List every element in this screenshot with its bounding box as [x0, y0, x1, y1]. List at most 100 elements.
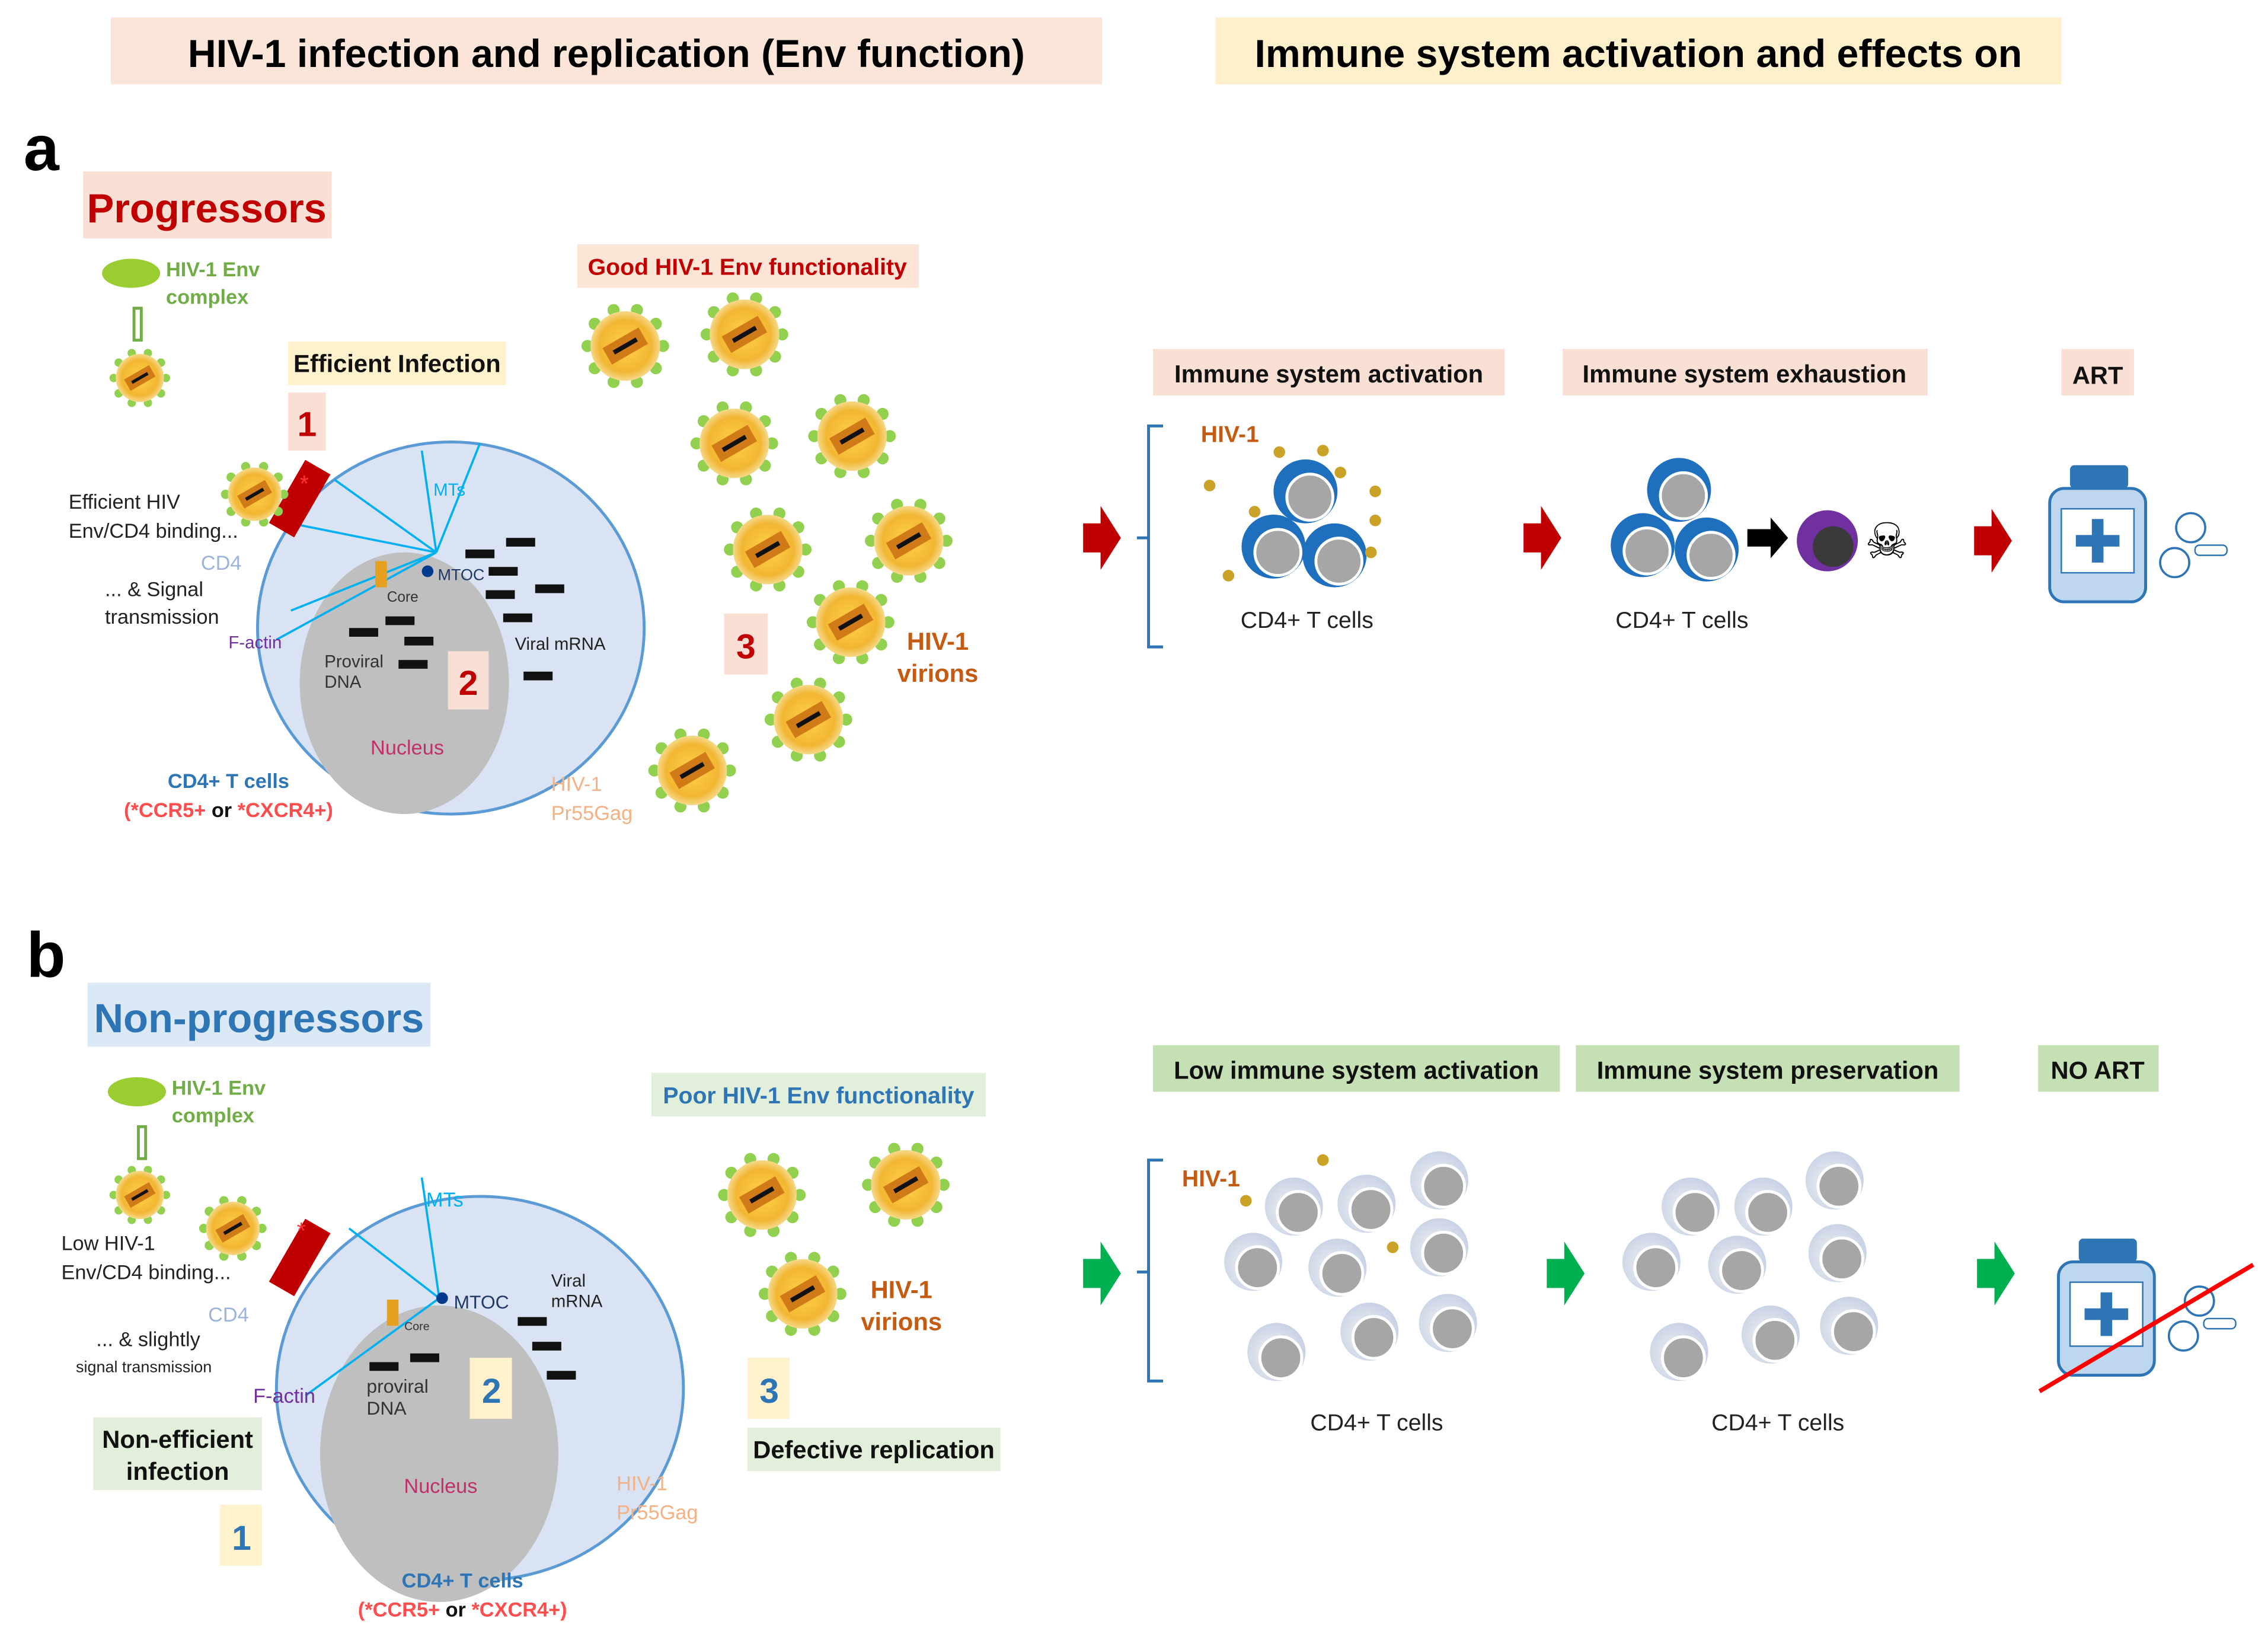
- hiv-particle-icon: [1365, 546, 1377, 559]
- virion-icon: [808, 394, 896, 478]
- arrow-right-icon: [1974, 509, 2012, 573]
- step3-badge-b: [747, 1358, 790, 1419]
- arrow-right-icon: [1547, 1241, 1585, 1306]
- step3-number: 3: [736, 628, 756, 666]
- mtoc-label: MTOC: [438, 566, 485, 583]
- signal-label: ... & Signal transmission: [105, 578, 219, 628]
- virion-icon: [648, 728, 736, 813]
- mrna-icons-a: [349, 538, 564, 681]
- env-complex-label-b: HIV-1 Env complex: [172, 1077, 266, 1127]
- coreceptor-label-a: (*CCR5+ or *CXCR4+): [124, 799, 333, 822]
- virion-icon: [690, 401, 778, 486]
- defective-replication-box: [747, 1427, 1001, 1472]
- nucleus-label-b: Nucleus: [404, 1475, 477, 1498]
- hiv-particle-icon: [1369, 514, 1381, 526]
- preservation-box: [1576, 1045, 1960, 1092]
- cd4-t-cell-icon: [1647, 458, 1711, 522]
- cells-label-a2: CD4+ T cells: [1615, 607, 1748, 633]
- cells-label-b2: CD4+ T cells: [1711, 1410, 1844, 1436]
- coreceptor-label-b: (*CCR5+ or *CXCR4+): [358, 1599, 567, 1622]
- hiv-particle-icon: [1222, 570, 1235, 582]
- cd4-t-cell-icon: [1410, 1151, 1468, 1210]
- cd4-t-cell-icon: [1241, 514, 1306, 579]
- immune-activation-box: [1152, 349, 1505, 395]
- virion-icon: [764, 677, 852, 762]
- efficient-infection-box: [288, 342, 506, 385]
- signal-label-b: ... & slightly signal transmission: [76, 1329, 212, 1376]
- medicine-bottle-icon: [2056, 1239, 2156, 1377]
- cd4-t-cell-icon: [1247, 1323, 1306, 1381]
- mtoc-dot: [421, 565, 434, 577]
- immune-exhaustion-label: Immune system exhaustion: [1583, 360, 1907, 388]
- virion-icon: [581, 304, 669, 388]
- core-icon: [375, 561, 387, 588]
- proviral-dna-label-b: proviral DNA: [366, 1376, 428, 1419]
- step3-badge: [724, 613, 768, 675]
- hiv-particle-icon: [1248, 506, 1261, 518]
- bracket-b: [1136, 1159, 1164, 1383]
- immune-activation-label: Immune system activation: [1174, 360, 1483, 388]
- env-functionality-box: [577, 244, 919, 288]
- mtoc-label-b: MTOC: [453, 1291, 509, 1313]
- microtubules-b: [305, 1177, 440, 1397]
- header-left: HIV-1 infection and replication (Env fun…: [188, 32, 1025, 76]
- cd4-label: CD4: [201, 552, 242, 575]
- step1-badge-b: [219, 1504, 262, 1566]
- env-functionality-label-b: Poor HIV-1 Env functionality: [663, 1083, 974, 1109]
- core-label: Core: [387, 589, 419, 605]
- cd4-t-cell-icon: [1820, 1297, 1879, 1355]
- hiv-particle-icon: [1203, 480, 1216, 492]
- arrow-right-icon: [1523, 506, 1561, 570]
- hiv-particle-icon: [1317, 1154, 1329, 1166]
- panel-a-letter: a: [24, 112, 60, 184]
- binding-label: Efficient HIV Env/CD4 binding...: [69, 491, 238, 542]
- factin-label: F-actin: [228, 633, 282, 653]
- virion-icon: [724, 508, 812, 592]
- hiv-particle-icon: [1273, 446, 1286, 458]
- factin-label-b: F-actin: [253, 1385, 315, 1408]
- nucleus: [299, 552, 509, 815]
- cd4-t-cell-icon: [1302, 523, 1367, 588]
- nucleus-label: Nucleus: [370, 737, 444, 759]
- env-complex-label: HIV-1 Env complex: [166, 258, 260, 309]
- low-activation-label: Low immune system activation: [1174, 1056, 1539, 1084]
- hiv-particle-icon: [1369, 485, 1381, 497]
- coreceptor-asterisk: *: [300, 471, 309, 497]
- virion-icon: [221, 462, 289, 527]
- virions-label-a: HIV-1 virions: [897, 627, 979, 687]
- arrow-right-icon: [1747, 517, 1788, 559]
- hiv-particle-icon: [1334, 467, 1346, 478]
- step2-badge: [448, 651, 489, 710]
- cd4-t-cell-icon: [1611, 513, 1675, 577]
- arrow-right-icon: [1083, 1241, 1121, 1306]
- hiv-particle-icon: [1317, 445, 1329, 457]
- cd4-t-cell-icon: [1675, 517, 1739, 582]
- mrna-icons-b: [369, 1317, 576, 1380]
- hiv-particle-icon: [1240, 1195, 1252, 1207]
- cd4-t-cell-icon: [1419, 1294, 1477, 1352]
- virion-icon: [864, 499, 953, 583]
- env-complex-icon: [102, 258, 161, 342]
- cells-label-a1: CD4+ T cells: [1241, 607, 1373, 633]
- cd4-t-cell-icon: [1308, 1239, 1367, 1297]
- cells-label-b1: CD4+ T cells: [1310, 1410, 1443, 1436]
- efficient-infection-label: Efficient Infection: [293, 350, 501, 378]
- progressors-box: [83, 171, 332, 239]
- immune-exhaustion-box: [1563, 349, 1928, 395]
- art-label: ART: [2072, 361, 2123, 389]
- coreceptor-icon: [269, 459, 331, 538]
- hiv-label-b: HIV-1: [1182, 1166, 1240, 1192]
- cd4-t-cell-icon: [1273, 459, 1338, 524]
- no-art-label: NO ART: [2051, 1056, 2145, 1084]
- cd4-t-cell-icon: [1410, 1218, 1468, 1276]
- pill-icon: [2159, 512, 2228, 579]
- step2-badge-b: [469, 1358, 512, 1419]
- cell-label-a: CD4+ T cells: [168, 770, 289, 793]
- core-icon-b: [386, 1300, 399, 1326]
- progressors-title: Progressors: [87, 186, 326, 231]
- microtubules: [276, 443, 481, 641]
- virion-icon: [109, 349, 171, 407]
- cd4-t-cell-icon: [1808, 1224, 1867, 1282]
- preservation-label: Immune system preservation: [1597, 1056, 1939, 1084]
- header-right-box: [1215, 17, 2062, 85]
